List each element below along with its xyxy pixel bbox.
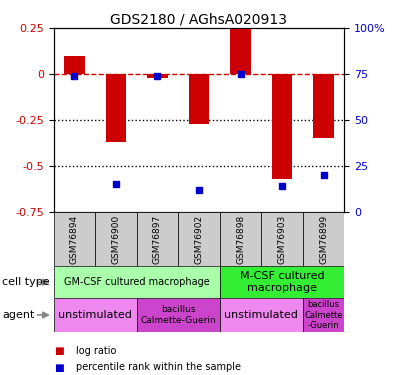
- Text: GSM76894: GSM76894: [70, 214, 79, 264]
- Bar: [105, 74, 126, 142]
- Bar: [95, 212, 137, 266]
- Text: bacillus
Calmette-Guerin: bacillus Calmette-Guerin: [140, 305, 216, 325]
- Bar: [313, 74, 334, 138]
- Bar: [54, 212, 95, 266]
- Text: unstimulated: unstimulated: [58, 310, 132, 320]
- Bar: [220, 266, 344, 298]
- Bar: [54, 266, 220, 298]
- Text: log ratio: log ratio: [76, 346, 116, 355]
- Text: GSM76903: GSM76903: [277, 214, 287, 264]
- Bar: [220, 298, 303, 332]
- Text: GSM76902: GSM76902: [195, 214, 203, 264]
- Text: cell type: cell type: [2, 277, 50, 287]
- Bar: [220, 212, 261, 266]
- Bar: [137, 298, 220, 332]
- Text: unstimulated: unstimulated: [224, 310, 298, 320]
- Bar: [147, 74, 168, 78]
- Text: ■: ■: [54, 363, 63, 372]
- Bar: [303, 212, 344, 266]
- Bar: [54, 298, 137, 332]
- Text: GSM76900: GSM76900: [111, 214, 121, 264]
- Bar: [64, 56, 85, 74]
- Bar: [303, 298, 344, 332]
- Bar: [271, 74, 293, 179]
- Text: agent: agent: [2, 310, 34, 320]
- Text: bacillus
Calmette
-Guerin: bacillus Calmette -Guerin: [304, 300, 343, 330]
- Bar: [230, 24, 251, 74]
- Title: GDS2180 / AGhsA020913: GDS2180 / AGhsA020913: [111, 13, 287, 27]
- Text: GM-CSF cultured macrophage: GM-CSF cultured macrophage: [64, 277, 210, 287]
- Text: GSM76899: GSM76899: [319, 214, 328, 264]
- Text: GSM76897: GSM76897: [153, 214, 162, 264]
- Text: M-CSF cultured
macrophage: M-CSF cultured macrophage: [240, 272, 324, 293]
- Bar: [137, 212, 178, 266]
- Text: GSM76898: GSM76898: [236, 214, 245, 264]
- Bar: [178, 212, 220, 266]
- Text: ■: ■: [54, 346, 63, 355]
- Bar: [261, 212, 303, 266]
- Bar: [189, 74, 209, 124]
- Text: percentile rank within the sample: percentile rank within the sample: [76, 363, 241, 372]
